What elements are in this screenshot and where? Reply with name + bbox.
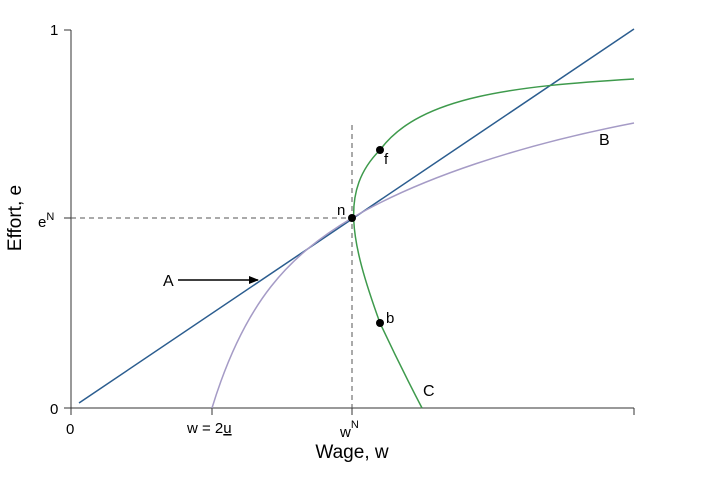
point-label-n: n — [337, 202, 345, 219]
point-label-b: b — [386, 310, 394, 327]
y-tick-label-top: 1 — [50, 22, 58, 39]
point-b — [376, 319, 384, 327]
y-tick-label-bottom: 0 — [50, 401, 58, 418]
curve-label-c: C — [423, 383, 435, 400]
x-tick-label-nash-wage: wN — [339, 419, 359, 441]
curve-b — [211, 122, 635, 409]
x-tick-label-origin: 0 — [66, 421, 74, 438]
y-tick-label-nash-effort: eN — [38, 211, 54, 231]
point-n — [348, 214, 356, 222]
curve-label-b: B — [599, 132, 610, 149]
point-label-f: f — [384, 151, 389, 168]
curve-c — [353, 78, 635, 409]
annotation-label-a: A — [163, 273, 174, 290]
x-tick-label-reservation: w = 2u — [186, 420, 232, 437]
y-axis-title: Effort, e — [5, 185, 26, 251]
point-f — [376, 146, 384, 154]
x-axis-title: Wage, w — [315, 442, 388, 463]
